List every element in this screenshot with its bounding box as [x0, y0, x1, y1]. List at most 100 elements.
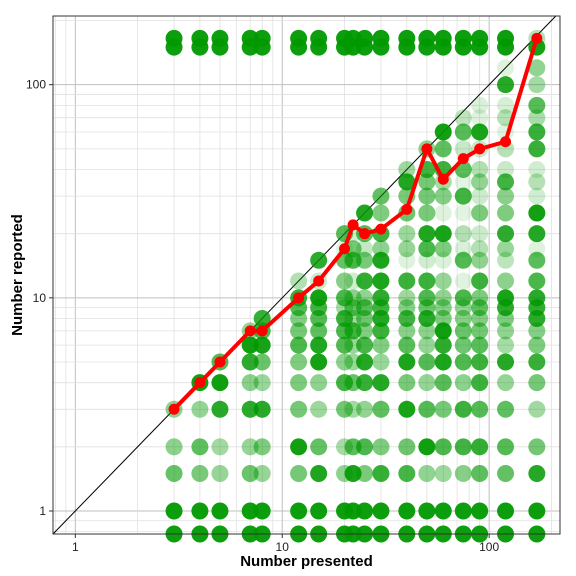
scatter-point: [344, 289, 362, 307]
scatter-point: [372, 374, 390, 392]
scatter-point: [191, 29, 209, 47]
scatter-point: [418, 336, 436, 354]
scatter-point: [398, 336, 416, 354]
scatter-point: [434, 204, 452, 222]
scatter-point: [471, 336, 489, 354]
scatter-point: [434, 187, 452, 205]
scatter-point: [471, 225, 489, 243]
reference-line-group: [52, 15, 557, 535]
scatter-point: [398, 240, 416, 258]
scatter-point: [528, 59, 546, 77]
scatter-point: [372, 353, 390, 371]
mean-line-group: [168, 32, 543, 415]
scatter-point: [434, 336, 452, 354]
scatter-point: [497, 438, 515, 456]
scatter-point: [344, 400, 362, 418]
scatter-point: [372, 289, 390, 307]
scatter-point: [310, 502, 328, 520]
scatter-point: [471, 251, 489, 269]
scatter-point: [165, 464, 183, 482]
mean-reported-point: [531, 32, 543, 44]
scatter-point: [241, 353, 259, 371]
scatter-point: [356, 400, 374, 418]
scatter-point: [310, 353, 328, 371]
scatter-point: [241, 400, 259, 418]
scatter-point: [454, 464, 472, 482]
scatter-point: [528, 204, 546, 222]
scatter-point: [454, 353, 472, 371]
scatter-point: [418, 272, 436, 290]
scatter-point: [372, 438, 390, 456]
scatter-point: [310, 400, 328, 418]
scatter-point: [310, 29, 328, 47]
scatter-point: [418, 240, 436, 258]
scatter-point: [497, 240, 515, 258]
scatter-point: [471, 240, 489, 258]
scatter-point: [398, 299, 416, 317]
scatter-point: [528, 272, 546, 290]
scatter-point: [454, 204, 472, 222]
scatter-point: [418, 173, 436, 191]
scatter-point: [290, 29, 308, 47]
scatter-point: [471, 173, 489, 191]
scatter-point: [497, 464, 515, 482]
scatter-point: [434, 272, 452, 290]
scatter-point: [454, 502, 472, 520]
scatter-point: [528, 400, 546, 418]
scatter-point: [434, 353, 452, 371]
scatter-point: [211, 29, 229, 47]
scatter-point: [454, 240, 472, 258]
scatter-point: [253, 309, 271, 327]
mean-reported-point: [339, 243, 351, 255]
scatter-point: [434, 123, 452, 141]
scatter-point: [528, 123, 546, 141]
scatter-point: [418, 289, 436, 307]
scatter-point: [528, 225, 546, 243]
scatter-point: [290, 353, 308, 371]
scatter-point: [454, 336, 472, 354]
scatter-point: [372, 240, 390, 258]
scatter-point: [398, 322, 416, 340]
scatter-point: [418, 464, 436, 482]
scatter-point: [471, 96, 489, 114]
scatter-point: [471, 272, 489, 290]
scatter-point: [253, 464, 271, 482]
scatter-point: [372, 336, 390, 354]
scatter-point: [356, 336, 374, 354]
mean-reported-point: [359, 228, 371, 240]
scatter-point: [528, 96, 546, 114]
scatter-point: [418, 187, 436, 205]
x-axis-title: Number presented: [240, 553, 373, 570]
scatter-point: [471, 353, 489, 371]
scatter-point: [211, 502, 229, 520]
y-tick-label: 100: [26, 78, 46, 92]
scatter-point: [528, 336, 546, 354]
scatter-point: [398, 438, 416, 456]
scatter-point: [471, 204, 489, 222]
scatter-point: [211, 464, 229, 482]
scatter-point: [310, 336, 328, 354]
scatter-point: [528, 289, 546, 307]
scatter-point: [191, 464, 209, 482]
scatter-point: [398, 353, 416, 371]
scatter-point: [253, 438, 271, 456]
scatter-point: [398, 173, 416, 191]
scatter-point: [336, 272, 354, 290]
scatter-point: [241, 464, 259, 482]
scatter-point: [497, 29, 515, 47]
mean-reported-point: [500, 136, 512, 148]
scatter-point: [191, 438, 209, 456]
scatter-point: [471, 109, 489, 127]
scatter-point: [356, 29, 374, 47]
scatter-point: [165, 29, 183, 47]
scatter-point: [290, 336, 308, 354]
scatter-point: [372, 204, 390, 222]
scatter-point: [290, 322, 308, 340]
scatter-point: [356, 204, 374, 222]
mean-reported-point: [347, 219, 359, 231]
scatter-point: [454, 438, 472, 456]
mean-reported-point: [194, 377, 206, 389]
scatter-point: [290, 464, 308, 482]
scatter-point: [372, 464, 390, 482]
scatter-point: [336, 353, 354, 371]
